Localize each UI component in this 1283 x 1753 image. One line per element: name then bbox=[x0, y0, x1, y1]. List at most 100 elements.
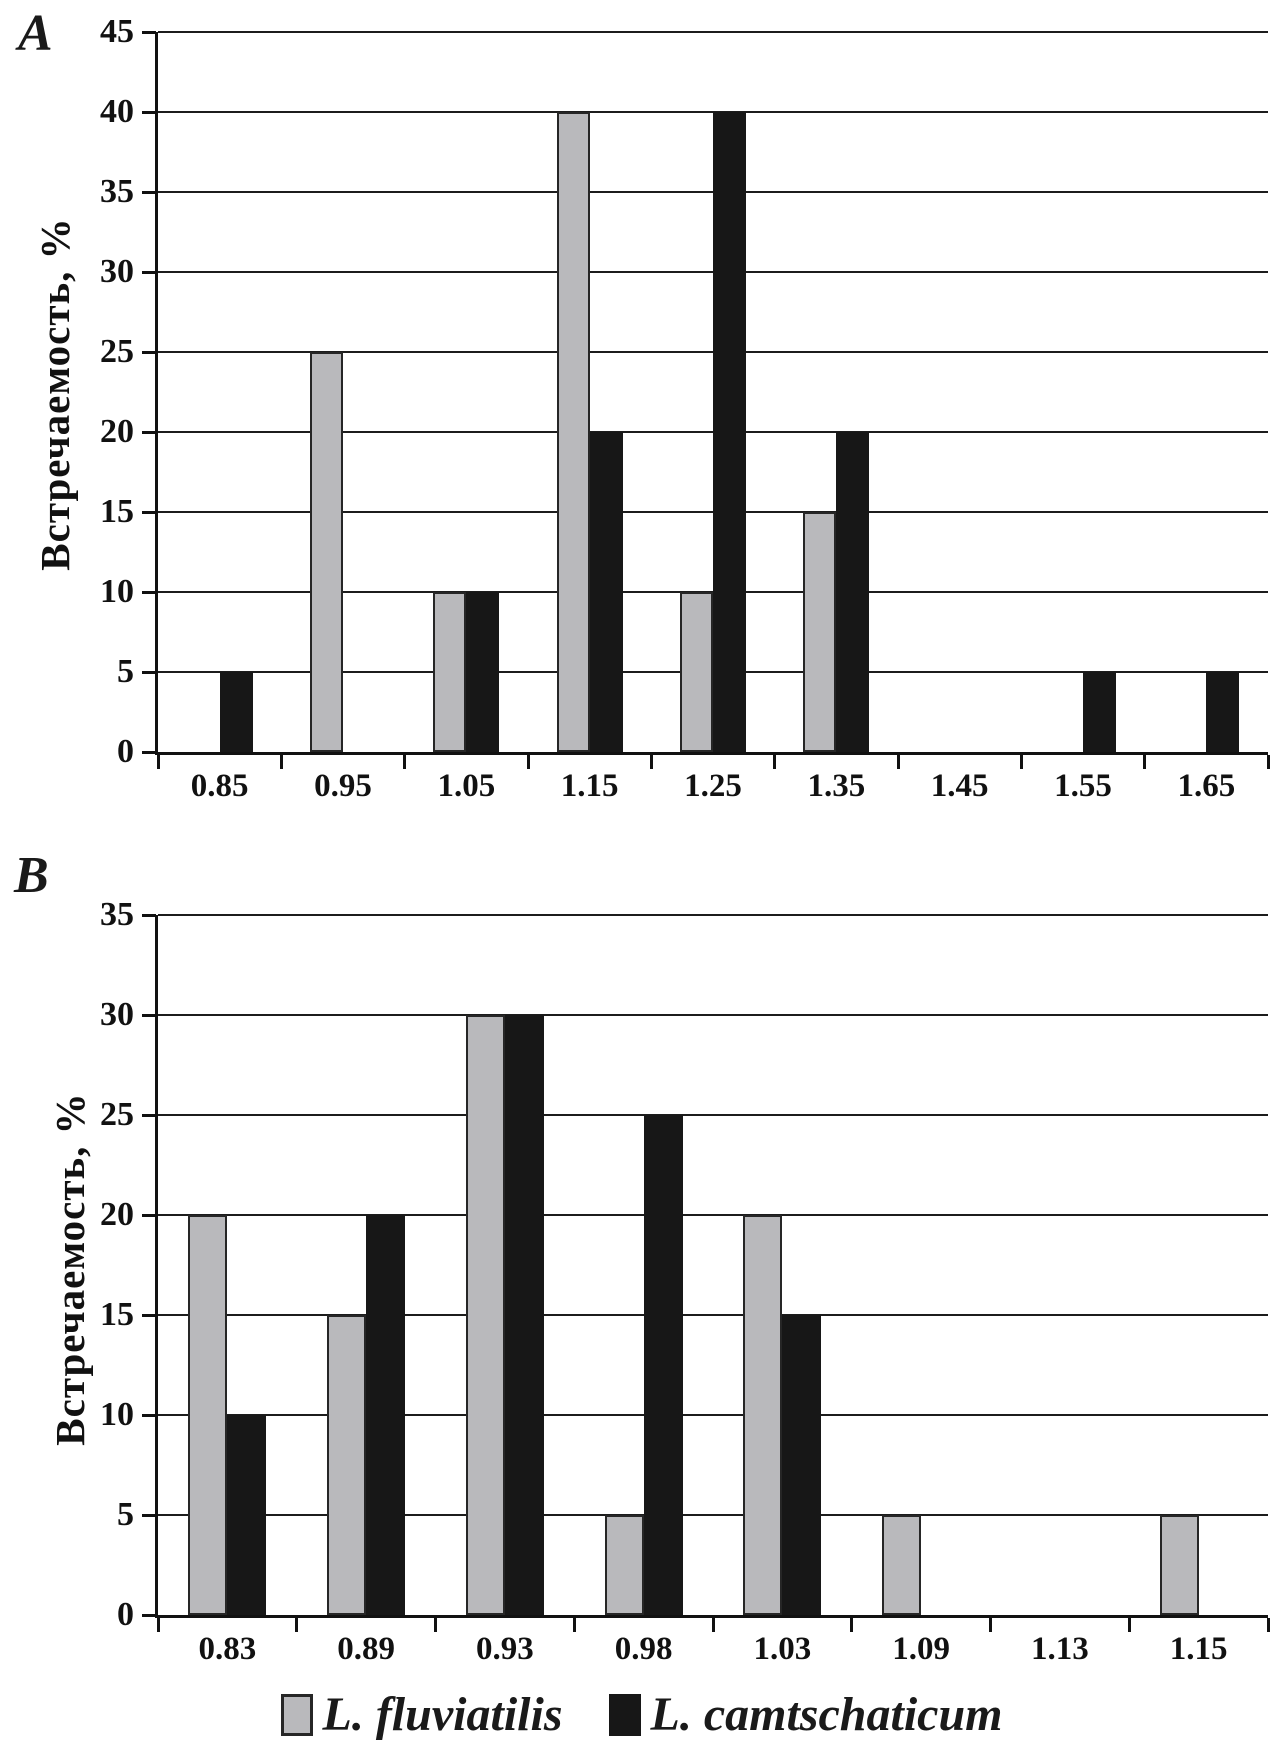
y-tick-label: 0 bbox=[117, 1596, 134, 1633]
legend-label-camtschaticum: L. camtschaticum bbox=[650, 1688, 1003, 1741]
y-tick-label: 30 bbox=[100, 996, 134, 1033]
x-tick-label: 1.15 bbox=[560, 768, 619, 804]
y-axis-tick bbox=[142, 30, 156, 34]
bar-b-1.15-fluviatilis bbox=[1159, 1515, 1199, 1615]
y-axis-tick bbox=[142, 590, 156, 594]
y-axis-tick bbox=[142, 110, 156, 114]
y-axis-tick bbox=[142, 1313, 156, 1317]
gridline-y5 bbox=[158, 1514, 1268, 1516]
x-tick-label: 1.13 bbox=[1031, 1631, 1089, 1667]
bar-a-0.85-camtschaticum bbox=[219, 672, 253, 752]
x-axis-tick bbox=[156, 755, 160, 769]
legend-item-fluviatilis: L. fluviatilis bbox=[280, 1688, 563, 1741]
bar-a-1.65-camtschaticum bbox=[1206, 672, 1240, 752]
x-tick-label: 0.83 bbox=[198, 1631, 257, 1667]
y-axis-tick bbox=[142, 190, 156, 194]
y-tick-label: 10 bbox=[100, 1396, 134, 1433]
panel-a-label: A bbox=[18, 5, 53, 62]
y-axis-tick bbox=[142, 1413, 156, 1417]
bar-a-1.25-camtschaticum bbox=[713, 112, 746, 752]
x-axis-tick bbox=[1127, 1618, 1131, 1632]
legend-swatch-fluviatilis bbox=[280, 1694, 313, 1736]
bar-a-1.05-fluviatilis bbox=[433, 592, 467, 752]
y-axis-tick bbox=[142, 670, 156, 674]
x-tick-label: 0.93 bbox=[476, 1631, 534, 1667]
x-axis-tick bbox=[403, 755, 407, 769]
y-axis-tick bbox=[142, 430, 156, 434]
x-axis-tick bbox=[649, 755, 653, 769]
x-axis-tick bbox=[896, 755, 900, 769]
bar-chart-b: 0 5 10 15 20 25 30 35 0.83 0.89 0.93 0.98 1.03 1.09 1.… bbox=[0, 860, 1283, 1680]
y-axis-tick bbox=[142, 1013, 156, 1017]
bar-b-1.03-fluviatilis bbox=[743, 1215, 783, 1615]
bar-a-1.55-camtschaticum bbox=[1083, 672, 1116, 752]
y-axis-tick bbox=[142, 510, 156, 514]
x-axis-tick bbox=[850, 1618, 854, 1632]
gridline-y25 bbox=[158, 1114, 1268, 1116]
x-tick-label: 1.35 bbox=[807, 768, 866, 804]
bar-a-1.15-camtschaticum bbox=[589, 432, 623, 752]
bar-b-0.83-camtschaticum bbox=[227, 1415, 267, 1615]
y-tick-label: 5 bbox=[117, 653, 134, 690]
y-axis-tick bbox=[142, 270, 156, 274]
x-tick-label: 0.85 bbox=[190, 768, 249, 804]
x-axis-tick bbox=[711, 1618, 715, 1632]
y-axis-tick bbox=[142, 350, 156, 354]
x-axis-tick bbox=[1019, 755, 1023, 769]
gridline-y10 bbox=[158, 1414, 1268, 1416]
bar-a-1.05-camtschaticum bbox=[466, 592, 500, 752]
legend-label-fluviatilis: L. fluviatilis bbox=[322, 1688, 563, 1741]
y-axis-tick bbox=[142, 1613, 156, 1617]
x-tick-label: 1.65 bbox=[1177, 768, 1236, 804]
gridline-y30 bbox=[158, 1014, 1268, 1016]
y-tick-label: 30 bbox=[100, 253, 134, 290]
x-axis-tick bbox=[989, 1618, 992, 1632]
gridline-y45 bbox=[158, 31, 1268, 33]
y-tick-label: 45 bbox=[100, 13, 134, 50]
x-axis-tick bbox=[295, 1618, 299, 1632]
gridline-y20 bbox=[158, 1214, 1268, 1216]
bar-b-1.03-camtschaticum bbox=[782, 1315, 822, 1615]
y-tick-label: 15 bbox=[100, 493, 134, 530]
bar-a-1.35-fluviatilis bbox=[803, 512, 837, 752]
y-axis-tick bbox=[142, 1513, 156, 1517]
bar-a-0.95-fluviatilis bbox=[310, 352, 343, 752]
x-tick-label: 1.09 bbox=[892, 1631, 950, 1667]
plot-area-b: 0 5 10 15 20 25 30 35 0.83 0.89 0.93 0.98 1.03 1.09 1.… bbox=[100, 898, 1270, 1667]
x-axis-tick bbox=[1266, 1618, 1270, 1632]
y-tick-label: 35 bbox=[100, 173, 134, 210]
y-axis-tick bbox=[142, 750, 156, 754]
panel-b-label: B bbox=[14, 847, 49, 904]
x-tick-label: 1.03 bbox=[753, 1631, 812, 1667]
bar-b-0.89-camtschaticum bbox=[366, 1215, 406, 1615]
bar-b-0.93-camtschaticum bbox=[504, 1015, 544, 1615]
x-tick-label: 1.15 bbox=[1169, 1631, 1228, 1667]
bar-b-0.98-camtschaticum bbox=[643, 1115, 683, 1615]
y-tick-label: 0 bbox=[117, 733, 134, 770]
x-axis-tick bbox=[526, 755, 530, 769]
y-tick-label: 5 bbox=[117, 1496, 134, 1533]
bar-a-1.35-camtschaticum bbox=[836, 432, 870, 752]
y-tick-label: 25 bbox=[100, 1096, 134, 1133]
x-tick-label: 1.05 bbox=[437, 768, 496, 804]
y-tick-label: 20 bbox=[100, 1196, 134, 1233]
bar-a-1.25-fluviatilis bbox=[680, 592, 713, 752]
x-axis-tick bbox=[1266, 755, 1270, 769]
x-tick-label: 1.45 bbox=[930, 768, 989, 804]
bar-b-0.93-fluviatilis bbox=[465, 1015, 505, 1615]
y-tick-label: 10 bbox=[100, 573, 134, 610]
x-tick-label: 0.95 bbox=[314, 768, 372, 804]
y-tick-label: 20 bbox=[100, 413, 134, 450]
x-axis-tick bbox=[572, 1618, 576, 1632]
x-tick-label: 1.25 bbox=[684, 768, 742, 804]
bar-b-1.09-fluviatilis bbox=[882, 1515, 922, 1615]
y-tick-label: 15 bbox=[100, 1296, 134, 1333]
gridline-y15 bbox=[158, 1314, 1268, 1316]
bar-b-0.83-fluviatilis bbox=[188, 1215, 228, 1615]
x-axis-tick bbox=[279, 755, 283, 769]
bar-b-0.89-fluviatilis bbox=[327, 1315, 367, 1615]
y-axis-tick bbox=[142, 913, 156, 917]
x-tick-label: 1.55 bbox=[1054, 768, 1112, 804]
y-axis-tick bbox=[142, 1113, 156, 1117]
